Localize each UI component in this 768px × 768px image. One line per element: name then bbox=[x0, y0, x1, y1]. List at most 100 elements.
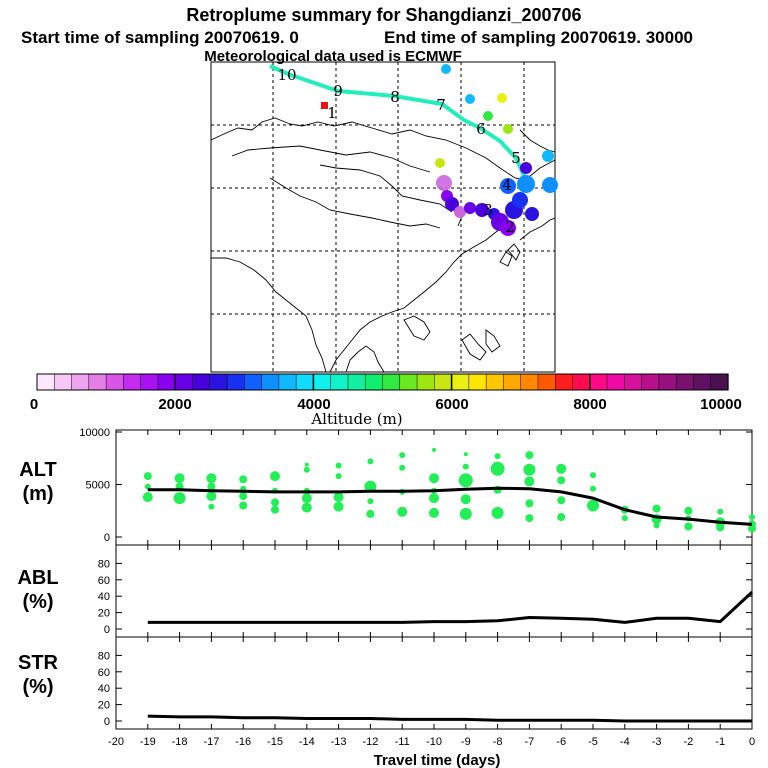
colorbar-tick-10000: 10000 bbox=[700, 396, 742, 413]
colorbar-swatch bbox=[675, 373, 695, 391]
colorbar-swatch bbox=[71, 373, 90, 391]
altitude-point bbox=[367, 498, 374, 505]
y-axis-unit: (m) bbox=[22, 483, 53, 505]
altitude-point bbox=[748, 524, 756, 533]
colorbar-swatch bbox=[606, 373, 625, 391]
x-tick-label: -13 bbox=[331, 736, 347, 748]
x-tick-label: -19 bbox=[140, 736, 156, 748]
colorbar-tick-2000: 2000 bbox=[158, 396, 191, 413]
panel-abl: ABL(%) 80 60 40 20 0 bbox=[17, 544, 754, 638]
map-graticule bbox=[211, 62, 555, 372]
x-tick-label: -9 bbox=[461, 736, 471, 748]
colorbar-swatch bbox=[641, 373, 660, 391]
svg-text:5: 5 bbox=[511, 149, 521, 167]
figure-title: Retroplume summary for Shangdianzi_20070… bbox=[186, 5, 581, 25]
altitude-point bbox=[557, 496, 566, 505]
x-tick-label: -12 bbox=[362, 736, 378, 748]
altitude-point bbox=[523, 463, 536, 476]
altitude-point bbox=[458, 473, 473, 488]
x-tick-label: -6 bbox=[556, 736, 566, 748]
y-tick-label: 0 bbox=[104, 532, 110, 544]
colorbar-swatch bbox=[278, 373, 297, 391]
svg-text:7: 7 bbox=[436, 96, 446, 114]
panel-str: STR(%) 80 60 40 20 0 bbox=[18, 636, 753, 730]
y-tick-label: 20 bbox=[98, 700, 110, 712]
colorbar-swatch bbox=[693, 373, 712, 391]
altitude-point bbox=[557, 513, 566, 521]
altitude-point bbox=[335, 462, 342, 469]
y-tick-label: 0 bbox=[104, 624, 110, 636]
colorbar-swatch bbox=[485, 373, 505, 391]
release-site-marker bbox=[321, 102, 328, 109]
colorbar-swatch bbox=[209, 373, 228, 391]
x-tick-label: -17 bbox=[203, 736, 219, 748]
altitude-point bbox=[490, 461, 505, 476]
altitude-point bbox=[429, 507, 439, 518]
svg-text:3: 3 bbox=[483, 201, 493, 219]
altitude-point bbox=[397, 506, 408, 517]
colorbar-swatch bbox=[364, 373, 384, 391]
colorbar-swatch bbox=[313, 373, 332, 391]
colorbar-swatch bbox=[503, 373, 522, 391]
map-coastlines bbox=[210, 117, 556, 373]
y-tick-label: 5000 bbox=[86, 480, 110, 492]
colorbar-swatch bbox=[710, 373, 729, 391]
colorbar-swatch bbox=[157, 373, 176, 391]
altitude-point bbox=[301, 502, 312, 513]
y-tick-label: 10000 bbox=[79, 427, 110, 439]
y-axis-unit: (%) bbox=[22, 591, 53, 613]
altitude-point bbox=[556, 463, 567, 474]
x-tick-label: -5 bbox=[588, 736, 598, 748]
altitude-point bbox=[303, 466, 310, 473]
altitude-point bbox=[399, 464, 406, 471]
colorbar-tick-8000: 8000 bbox=[573, 396, 606, 413]
svg-text:1: 1 bbox=[327, 104, 337, 122]
altitude-point bbox=[208, 503, 215, 510]
altitude-point bbox=[271, 505, 279, 514]
colorbar-swatch bbox=[434, 373, 453, 391]
y-axis-label: ABL bbox=[17, 567, 58, 589]
altitude-point bbox=[367, 458, 374, 465]
altitude-point bbox=[239, 475, 248, 484]
altitude-point bbox=[173, 492, 186, 505]
x-tick-label: -2 bbox=[684, 736, 694, 748]
colorbar-tick-4000: 4000 bbox=[297, 396, 330, 413]
altitude-point bbox=[429, 493, 439, 504]
altitude-point bbox=[590, 472, 596, 479]
altitude-point bbox=[333, 492, 344, 503]
altitude-point bbox=[557, 476, 566, 485]
y-tick-label: 60 bbox=[98, 575, 110, 587]
colorbar-swatch bbox=[36, 373, 55, 391]
altitude-point bbox=[142, 492, 153, 503]
svg-text:2: 2 bbox=[505, 218, 515, 236]
colorbar-swatch bbox=[105, 373, 125, 391]
x-tick-label: -16 bbox=[235, 736, 251, 748]
altitude-point bbox=[491, 506, 504, 519]
y-tick-label: 60 bbox=[98, 667, 110, 679]
colorbar-swatch bbox=[244, 373, 263, 391]
time-series-panels: ALT(m)1000050000ABL(%)806040200STR(%)806… bbox=[17, 427, 756, 748]
y-axis-label: ALT bbox=[19, 459, 56, 481]
altitude-point bbox=[207, 482, 216, 491]
colorbar-tick-6000: 6000 bbox=[435, 396, 468, 413]
altitude-point bbox=[459, 507, 472, 520]
day-labels: 10 9 8 7 6 5 4 3 2 1 bbox=[277, 66, 520, 236]
colorbar-major-ticks bbox=[174, 374, 591, 390]
altitude-point bbox=[749, 514, 755, 520]
altitude-point bbox=[364, 480, 377, 493]
colorbar-swatch bbox=[537, 373, 556, 391]
altitude-point bbox=[206, 491, 217, 502]
colorbar-tick-0: 0 bbox=[30, 396, 38, 413]
x-tick-label: -3 bbox=[652, 736, 662, 748]
x-tick-label: -18 bbox=[172, 736, 188, 748]
colorbar-swatch bbox=[192, 373, 211, 391]
colorbar-swatch bbox=[54, 373, 73, 391]
svg-text:4: 4 bbox=[502, 176, 512, 194]
altitude-point bbox=[174, 473, 185, 484]
colorbar-swatch bbox=[174, 373, 194, 391]
end-time-label: End time of sampling 20070619. 30000 bbox=[384, 28, 693, 47]
altitude-point bbox=[429, 473, 439, 484]
colorbar-swatch bbox=[555, 373, 574, 391]
altitude-point bbox=[587, 499, 599, 512]
colorbar-swatch bbox=[330, 373, 349, 391]
